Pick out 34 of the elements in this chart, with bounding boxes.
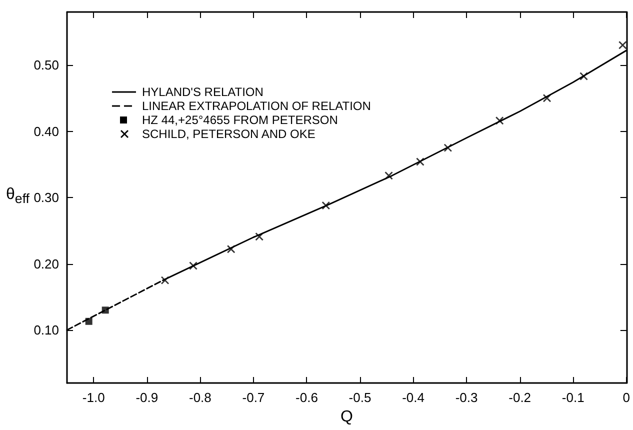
- point: [495, 116, 504, 125]
- legend-label: HYLAND'S RELATION: [142, 85, 264, 99]
- point: [189, 262, 198, 270]
- y-axis-title: θ$_{eff}$: [6, 186, 30, 206]
- point: [255, 232, 264, 241]
- point: [542, 94, 552, 102]
- y-tick-label: 0.20: [34, 256, 59, 272]
- point: [322, 201, 330, 210]
- point: [580, 72, 588, 80]
- y-tick-label: 0.50: [34, 58, 59, 72]
- point: [226, 244, 236, 254]
- point: [416, 158, 424, 166]
- legend-label: HZ 44,+25°4655 FROM PETERSON: [142, 113, 338, 127]
- x-tick-label: -0.8: [188, 390, 212, 405]
- x-tick-label: -0.6: [296, 390, 318, 405]
- x-tick-label: 0: [622, 390, 630, 405]
- y-tick-label: 0.30: [34, 190, 59, 205]
- point: [384, 171, 393, 180]
- point: [444, 144, 452, 152]
- point: [618, 40, 627, 50]
- x-tick-label: -1.0: [82, 390, 105, 405]
- x-tick-label: -0.5: [348, 390, 372, 405]
- point: [160, 276, 170, 285]
- legend-label: SCHILD, PETERSON AND OKE: [142, 127, 316, 141]
- x-tick-label: -0.3: [455, 390, 478, 405]
- x-tick-label: -0.1: [562, 390, 584, 405]
- x-tick-label: -0.2: [508, 390, 532, 405]
- x-axis-title: Q: [340, 408, 353, 426]
- legend-label: LINEAR EXTRAPOLATION OF RELATION: [142, 99, 371, 113]
- y-tick-label: 0.40: [34, 124, 59, 139]
- x-tick-label: -0.7: [242, 390, 265, 405]
- y-tick-label: 0.10: [34, 322, 59, 338]
- x-tick-label: -0.9: [136, 390, 158, 405]
- x-tick-label: -0.4: [402, 390, 424, 405]
